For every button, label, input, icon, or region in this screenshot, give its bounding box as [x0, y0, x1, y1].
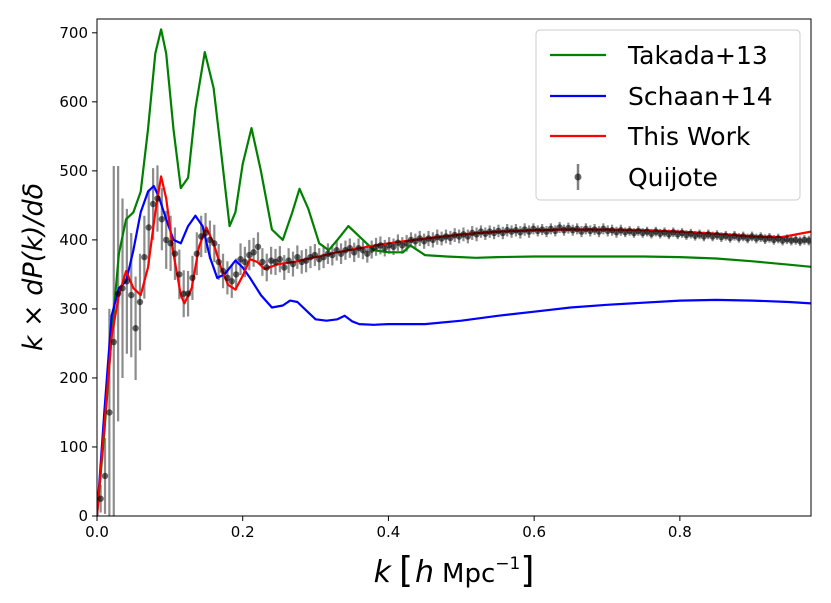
quijote-point: [390, 243, 397, 250]
y-tick-label: 200: [59, 369, 88, 387]
quijote-point: [403, 240, 410, 247]
quijote-point: [350, 249, 358, 256]
quijote-point: [805, 237, 811, 244]
quijote-point: [232, 271, 240, 278]
quijote-point: [176, 271, 183, 278]
x-label-unit: Mpc: [442, 559, 495, 589]
quijote-point: [329, 251, 336, 259]
quijote-point: [119, 285, 126, 292]
legend-label-schaan: Schaan+14: [628, 82, 773, 111]
x-label-unit-exponent: −1: [495, 554, 520, 574]
quijote-point: [211, 240, 218, 247]
x-label-variable: k: [374, 555, 393, 590]
quijote-point: [193, 250, 201, 257]
y-axis: 0 100 200 300 400 500 600 700: [59, 24, 97, 525]
quijote-point: [106, 409, 113, 416]
y-tick-label: 0: [78, 507, 88, 525]
quijote-point: [110, 338, 117, 346]
quijote-point: [206, 236, 214, 244]
quijote-point: [132, 325, 139, 332]
series-line-schaan-14: [97, 184, 811, 516]
quijote-point: [149, 200, 157, 208]
quijote-point: [228, 278, 235, 285]
series-line-takada-13: [97, 28, 811, 516]
x-tick-label: 0.8: [668, 523, 692, 541]
quijote-point: [184, 290, 192, 297]
quijote-point: [281, 264, 288, 271]
quijote-point: [167, 240, 174, 247]
quijote-point: [158, 215, 166, 223]
quijote-point: [294, 253, 301, 261]
legend-box: [535, 29, 801, 201]
y-tick-label: 600: [59, 93, 88, 111]
quijote-points: [97, 195, 811, 502]
quijote-point: [320, 253, 327, 261]
x-label-unit-prefix: h: [415, 555, 434, 590]
legend-label-this-work: This Work: [627, 122, 751, 151]
legend-label-takada: Takada+13: [627, 41, 768, 70]
quijote-point: [333, 247, 340, 254]
y-tick-label: 500: [59, 162, 88, 180]
quijote-point: [346, 244, 354, 252]
plot-frame: [96, 18, 812, 517]
quijote-point: [101, 472, 109, 480]
y-tick-label: 700: [59, 24, 88, 42]
quijote-point: [552, 227, 559, 235]
quijote-point: [359, 247, 367, 254]
quijote-point: [364, 250, 371, 257]
quijote-point: [171, 250, 179, 257]
quijote-point: [311, 251, 319, 259]
quijote-point: [141, 253, 148, 261]
y-tick-label: 100: [59, 438, 88, 456]
quijote-point: [285, 257, 292, 264]
quijote-point: [123, 278, 131, 285]
quijote-point: [302, 257, 310, 264]
quijote-point: [97, 495, 104, 502]
quijote-point: [136, 298, 144, 306]
quijote-point: [215, 258, 222, 266]
legend-label-quijote: Quijote: [628, 163, 718, 192]
quijote-point: [276, 256, 284, 263]
quijote-point: [263, 264, 270, 271]
quijote-point: [241, 258, 249, 266]
x-axis-label: k [h Mpc−1]: [374, 550, 535, 591]
quijote-point: [254, 243, 262, 250]
quijote-point: [197, 233, 205, 240]
legend: Takada+13 Schaan+14 This Work Quijote: [535, 29, 801, 201]
x-axis: 0.0 0.2 0.4 0.6 0.8: [85, 516, 692, 541]
quijote-point: [337, 250, 345, 257]
quijote-point: [202, 229, 209, 237]
quijote-point: [224, 274, 231, 282]
quijote-point: [219, 267, 227, 275]
quijote-point: [180, 290, 187, 297]
x-tick-label: 0.0: [85, 523, 109, 541]
quijote-point: [163, 236, 170, 244]
quijote-point: [259, 258, 266, 266]
x-tick-label: 0.6: [522, 523, 546, 541]
quijote-point: [114, 290, 122, 297]
y-tick-label: 400: [59, 231, 88, 249]
x-tick-label: 0.2: [231, 523, 255, 541]
quijote-point: [154, 195, 161, 202]
quijote-point: [128, 291, 135, 299]
quijote-point: [464, 233, 472, 240]
y-tick-label: 300: [59, 300, 88, 318]
quijote-point: [189, 274, 196, 282]
legend-marker-quijote: [574, 173, 582, 181]
quijote-point: [289, 260, 297, 268]
quijote-point: [145, 224, 152, 231]
quijote-point: [250, 249, 257, 256]
x-tick-label: 0.4: [376, 523, 400, 541]
y-axis-label: k × dP(k)/dδ: [18, 183, 49, 351]
